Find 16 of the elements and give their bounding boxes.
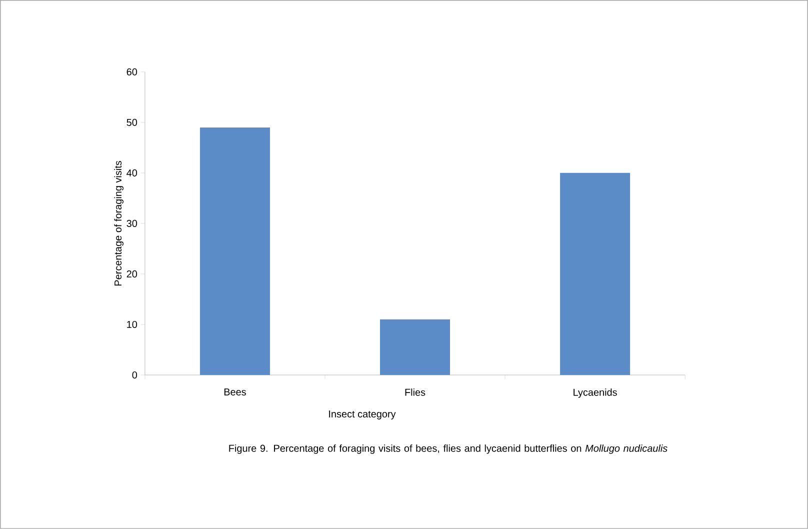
y-tick-label: 30 xyxy=(126,220,138,227)
y-tick-label: 0 xyxy=(132,371,138,379)
caption: Figure 9. Percentage of foraging visits of bees, flies and lycaenid butterflies on Mollugo nudicaulis xyxy=(229,444,668,454)
x-tick-label: Lycaenids xyxy=(574,388,617,398)
y-tick-label: 50 xyxy=(126,118,138,126)
y-axis-title: Percentage of foraging visits xyxy=(114,160,124,286)
x-tick-label: Bees xyxy=(224,388,246,396)
bar xyxy=(560,172,630,376)
x-tick-label: Flies xyxy=(405,388,426,396)
y-tick-label: 40 xyxy=(126,169,138,176)
x-axis-title: Insect category xyxy=(329,410,396,420)
y-tick-label: 10 xyxy=(127,320,138,328)
y-tick-label: 20 xyxy=(126,270,138,278)
bar xyxy=(200,128,270,376)
y-tick-label: 60 xyxy=(126,68,138,76)
bar xyxy=(380,319,450,376)
